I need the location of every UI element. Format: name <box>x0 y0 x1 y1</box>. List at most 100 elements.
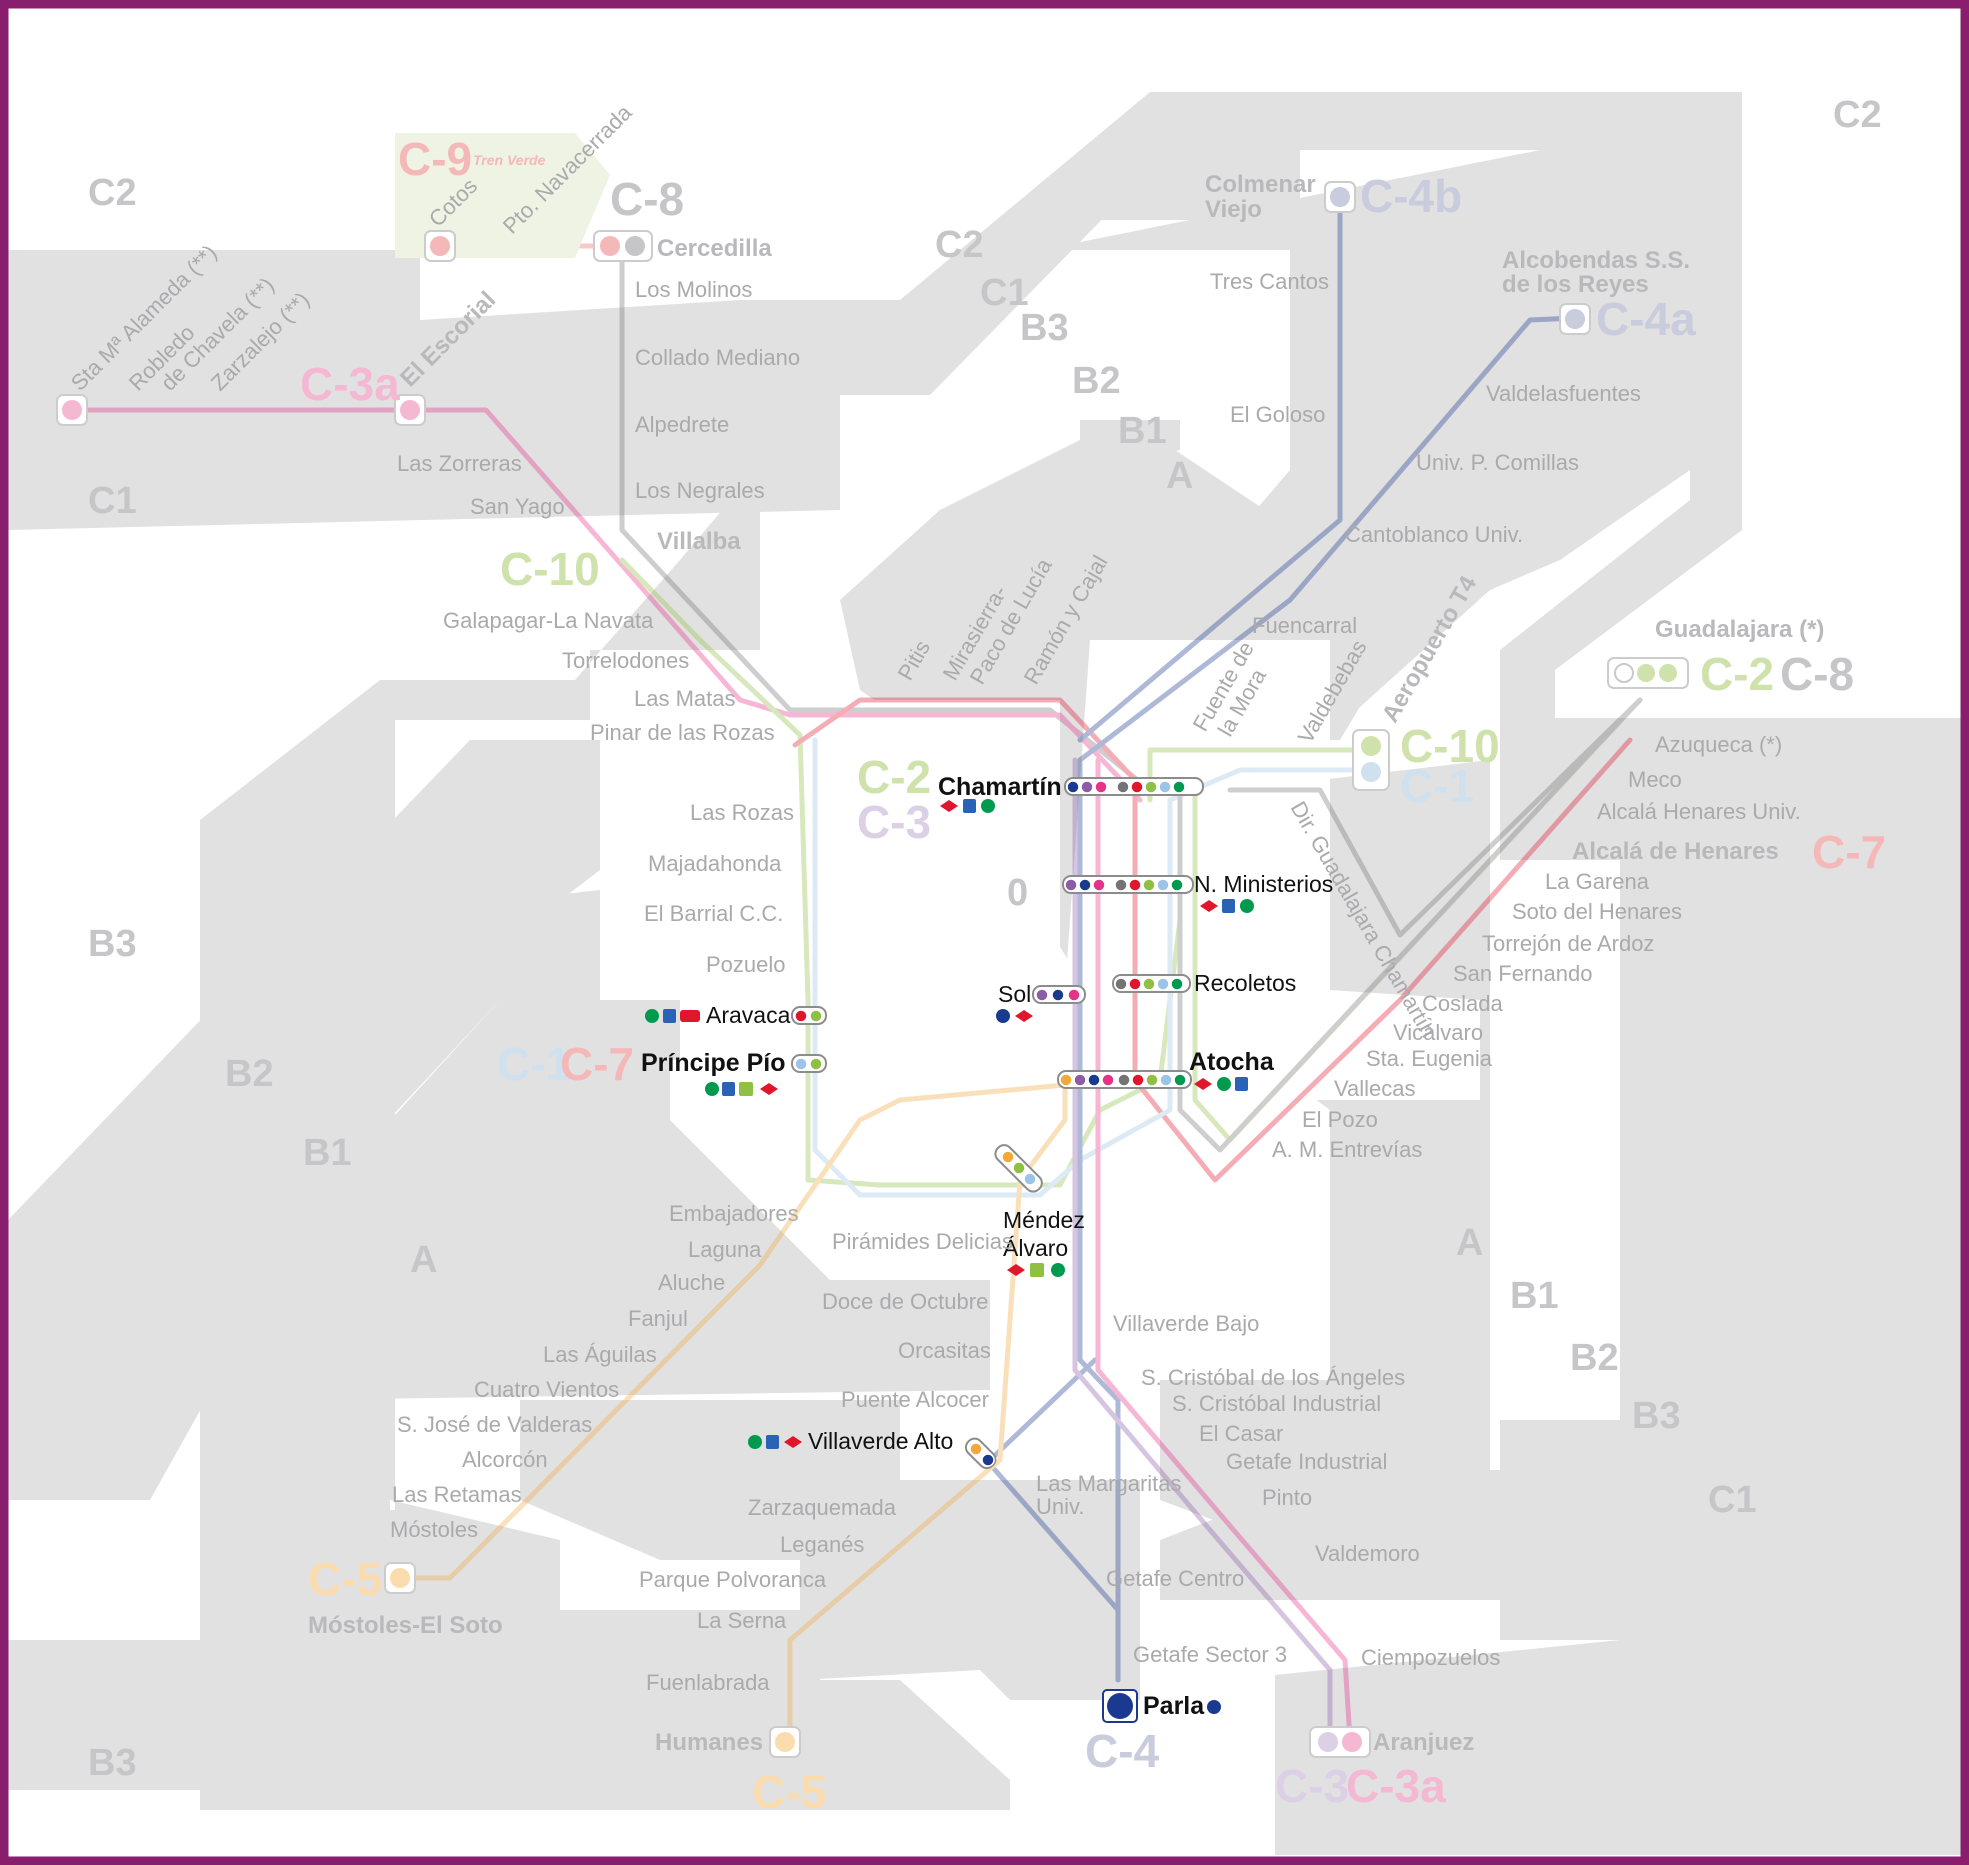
bus-icon <box>1030 1263 1044 1277</box>
parking-icon <box>663 1009 676 1023</box>
station-label: Humanes <box>655 1729 763 1756</box>
station-label: Sol <box>998 981 1031 1007</box>
station-label: Villaverde Bajo <box>1113 1311 1259 1336</box>
zone-label: A <box>410 1239 437 1281</box>
station-recoletos[interactable]: Recoletos <box>1112 970 1296 996</box>
station-label: Fuenlabrada <box>646 1670 770 1695</box>
wheelchair-icon <box>1207 1700 1221 1714</box>
zone-a-north <box>1080 420 1180 470</box>
station-label: Pozuelo <box>706 952 786 977</box>
station-label: A. M. Entrevías <box>1272 1137 1422 1162</box>
metro-icon <box>940 800 958 812</box>
station-label: Méndez <box>1003 1207 1085 1233</box>
station-label: Univ. <box>1036 1494 1085 1519</box>
line-c2-corridor <box>1192 697 1643 1143</box>
station-label: Alcalá Henares Univ. <box>1597 799 1801 824</box>
metro-icon <box>760 1083 778 1095</box>
line-c3-south <box>1072 757 1333 1743</box>
bus-icon <box>739 1082 753 1096</box>
station-label: N. Ministerios <box>1194 871 1333 897</box>
metro-icon <box>1007 1264 1025 1276</box>
wheelchair-icon <box>1051 1263 1065 1277</box>
station-sol[interactable]: Sol <box>996 981 1086 1023</box>
station-villaverde-alto[interactable]: Villaverde Alto <box>748 1428 999 1471</box>
parking-icon <box>963 799 976 813</box>
station-label: Las Zorreras <box>397 451 522 476</box>
line-label-c3a-left: C-3a <box>300 358 400 410</box>
station-label: Torrejón de Ardoz <box>1482 931 1654 956</box>
wheelchair-icon <box>1240 899 1254 913</box>
station-label: Torrelodones <box>562 648 689 673</box>
station-label: Recoletos <box>1194 970 1296 996</box>
line-label-c2-center: C-2 <box>857 751 931 803</box>
line-c2-east <box>1147 747 1383 803</box>
zone-label: C1 <box>88 480 137 522</box>
station-label: Aluche <box>658 1270 725 1295</box>
station-aravaca[interactable]: Aravaca <box>645 1002 827 1028</box>
hub-stations: Chamartín N. Ministerios <box>641 773 1333 1723</box>
station-chamartin[interactable]: Chamartín <box>938 773 1204 813</box>
station-principe-pio[interactable]: Príncipe Pío <box>641 1049 827 1096</box>
station-label: Sta. Eugenia <box>1366 1046 1493 1071</box>
line-label-c10-left: C-10 <box>500 543 600 595</box>
wheelchair-icon <box>981 799 995 813</box>
zone-label: A <box>1456 1222 1483 1264</box>
station-label: Puente Alcocer <box>841 1387 989 1412</box>
tren-verde-label: Tren Verde <box>473 152 546 168</box>
line-c1 <box>812 737 1383 1198</box>
metro-ligero-icon <box>680 1010 700 1022</box>
zone-label: C2 <box>1833 94 1882 136</box>
zone-b2-south-center <box>520 1400 1140 1700</box>
station-label: Príncipe Pío <box>641 1049 785 1077</box>
parking-icon <box>766 1435 779 1449</box>
station-label: Las Retamas <box>392 1482 522 1507</box>
line-label-c7-left: C-7 <box>560 1038 634 1090</box>
station-label: Móstoles-El Soto <box>308 1612 503 1639</box>
station-label: Atocha <box>1189 1048 1275 1076</box>
station-label: Getafe Sector 3 <box>1133 1642 1287 1667</box>
station-label: Valdelasfuentes <box>1486 381 1641 406</box>
station-mendez-alvaro[interactable]: Méndez Álvaro <box>992 1142 1085 1277</box>
station-label: Colmenar <box>1205 171 1316 198</box>
zone-label: 0 <box>1007 872 1028 914</box>
station-nuevos-ministerios[interactable]: N. Ministerios <box>1062 871 1333 913</box>
metro-icon <box>1194 1078 1212 1090</box>
station-label: Vicálvaro <box>1393 1020 1483 1045</box>
line-c10-west <box>619 557 1183 1188</box>
station-label: El Barrial C.C. <box>644 901 783 926</box>
station-label: S. Cristóbal de los Ángeles <box>1141 1365 1405 1390</box>
line-label-c4a: C-4a <box>1596 293 1696 345</box>
zone-label: B3 <box>1020 307 1069 349</box>
station-label: Los Molinos <box>635 277 752 302</box>
zone-label: A <box>1166 455 1193 497</box>
station-label: Majadahonda <box>648 851 782 876</box>
line-c8-north <box>619 243 1153 793</box>
zone-b2-south <box>1160 1470 1500 1600</box>
station-label: Alcalá de Henares <box>1572 838 1779 865</box>
zone-label: B2 <box>1072 360 1121 402</box>
station-label: Azuqueca (*) <box>1655 732 1782 757</box>
zone-label: C1 <box>1708 1479 1757 1521</box>
zone-label: B1 <box>1510 1275 1559 1317</box>
zone-label: B3 <box>88 923 137 965</box>
station-label: El Goloso <box>1230 402 1325 427</box>
station-label: Fanjul <box>628 1306 688 1331</box>
station-label: Villalba <box>657 528 741 555</box>
station-atocha[interactable]: Atocha <box>1057 1048 1275 1091</box>
station-label: Coslada <box>1422 991 1503 1016</box>
station-label: Álvaro <box>1003 1235 1068 1261</box>
zone-b3-southwest <box>8 1640 200 1790</box>
line-c4 <box>1077 757 1121 1683</box>
zone-a-west <box>290 1000 990 1400</box>
wheelchair-icon <box>1217 1077 1231 1091</box>
zone-b1-north <box>1290 200 1640 740</box>
station-label: Getafe Industrial <box>1226 1449 1387 1474</box>
station-parla[interactable]: Parla <box>1102 1689 1221 1723</box>
line-label-c2-right: C-2 <box>1700 648 1774 700</box>
line-label-c9: C-9 <box>398 133 472 185</box>
station-label: Getafe Centro <box>1106 1566 1244 1591</box>
station-label: Embajadores <box>669 1201 799 1226</box>
station-label: La Serna <box>697 1608 787 1633</box>
station-label: Pirámides Delicias <box>832 1229 1013 1254</box>
line-label-c7-right: C-7 <box>1812 826 1886 878</box>
